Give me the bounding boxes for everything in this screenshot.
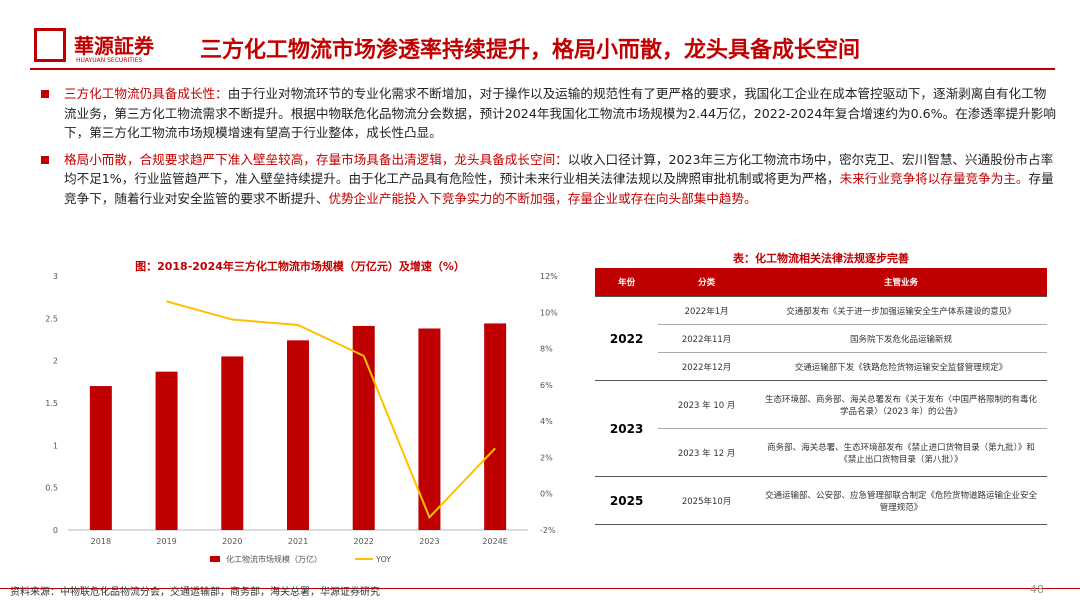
y-tick-label: 0: [53, 526, 58, 535]
table-row: 2025 2025年10月 交通运输部、公安部、应急管理部联合制定《危险货物道路运输…: [595, 476, 1047, 525]
y-tick-label: 3: [53, 272, 58, 281]
table-cell: 2022年11月: [658, 324, 755, 353]
x-tick-label: 2022: [354, 537, 374, 546]
table-cell: 2023 年 12 月: [658, 428, 755, 477]
bar: [352, 325, 375, 530]
emphasis-text: 格局小而散，合规要求趋严下准入壁垒较高，存量市场具备出清逻辑，龙头具备成长空间：: [64, 151, 568, 167]
table: 年份 分类 主管业务 2022 2022年1月 交通部发布《关于进一步加强运输安全生产体系…: [595, 268, 1047, 525]
y-tick-label: 1: [53, 441, 58, 450]
table-row: 2022年12月 交通运输部下发《铁路危险货物运输安全监督管理规定》: [595, 352, 1047, 381]
year-cell: 2022: [595, 296, 659, 381]
y2-tick-label: -2%: [540, 526, 556, 535]
legend-swatch: [210, 556, 220, 562]
table-cell: 生态环境部、商务部、海关总署发布《关于发布〈中国严格限制的有毒化学品名录〉（20…: [755, 380, 1047, 429]
header-cell: 分类: [658, 268, 755, 297]
bullet: 格局小而散，合规要求趋严下准入壁垒较高，存量市场具备出清逻辑，龙头具备成长空间：…: [38, 150, 1058, 209]
table-cell: 交通部发布《关于进一步加强运输安全生产体系建设的意见》: [755, 296, 1047, 325]
chart: 0 0.5 1 1.5 2 2.5 3 -2% 0% 2% 4% 6% 8% 10% 12% 2018 2019…: [45, 272, 558, 564]
table-row: 2023 2023 年 10 月生态环境部、商务部、海关总署发布《关于发布〈中国严…: [595, 380, 1047, 477]
x-tick-label: 2021: [288, 537, 308, 546]
table-row: 2023 年 12 月商务部、海关总署、生态环境部发布《禁止进口货物目录（第九批…: [595, 428, 1047, 477]
body-text: 以收入口径计算，2023年三方化工物流市场中，密尔克卫、宏川智慧、兴通股份市占率…: [64, 151, 1054, 187]
bar: [221, 356, 244, 530]
y-tick-label: 2: [53, 357, 58, 366]
emphasis-text: 未来行业竞争将以存量竞争为主。: [839, 171, 1029, 186]
bar: [89, 386, 112, 530]
bullets: 三方化工物流仍具备成长性：由于行业对物流环节的专业化需求不断增加，对于操作以及运…: [38, 84, 1058, 215]
rule: [30, 68, 1055, 70]
table-cell: 2025年10月: [658, 476, 755, 525]
table-cell: 商务部、海关总署、生态环境部发布《禁止进口货物目录（第九批）》和《禁止出口货物目…: [755, 428, 1047, 477]
logo-sub: HUAYUAN SECURITIES: [76, 57, 143, 64]
table-title: 表：化工物流相关法律法规逐步完善: [733, 252, 909, 265]
x-tick-label: 2019: [156, 537, 176, 546]
table-cell: 交通运输部、公安部、应急管理部联合制定《危险货物道路运输企业安全管理规范》: [755, 476, 1047, 525]
line: [166, 300, 496, 520]
table-row: 2022年11月 国务院下发危化品运输新规: [595, 324, 1047, 353]
chart-title: 图：2018-2024年三方化工物流市场规模（万亿元）及增速（%）: [135, 260, 465, 273]
table-row: 2022 2022年1月 交通部发布《关于进一步加强运输安全生产体系建设的意见》: [595, 296, 1047, 381]
y-tick-label: 1.5: [45, 399, 58, 408]
x-tick-label: 2023: [419, 537, 439, 546]
body-text: 存量竞争下，随着行业对安全监管的要求不断提升、: [64, 171, 1054, 206]
y2-tick-label: 6%: [540, 381, 553, 390]
x-tick-label: 2024E: [482, 537, 507, 546]
table-cell: 2023 年 10 月: [658, 380, 755, 429]
legend-label: 化工物流市场规模（万亿）: [226, 554, 322, 564]
header-cell: 主管业务: [755, 268, 1047, 297]
header-row: 年份 分类 主管业务: [595, 268, 1047, 297]
logo-icon: [34, 28, 66, 62]
x-tick-label: 2018: [91, 537, 111, 546]
emphasis-text: 三方化工物流仍具备成长性：: [64, 86, 228, 101]
y-tick-label: 0.5: [45, 484, 58, 493]
y2-tick-label: 12%: [540, 272, 558, 281]
bar: [155, 371, 178, 530]
year-cell: 2023: [595, 380, 659, 477]
table-cell: 2022年1月: [658, 296, 755, 325]
y2-tick-label: 10%: [540, 308, 558, 317]
x-tick-label: 2020: [222, 537, 242, 546]
table-cell: 2022年12月: [658, 352, 755, 381]
logo: 華源証券: [74, 34, 154, 58]
bar: [418, 328, 441, 530]
y2-tick-label: 4%: [540, 417, 553, 426]
y2-tick-label: 8%: [540, 345, 553, 354]
header-cell: 年份: [595, 268, 659, 297]
source: 资料来源：中物联危化品物流分会，交通运输部，商务部，海关总署，华源证券研究: [10, 587, 380, 598]
year-cell: 2025: [595, 476, 659, 525]
body-text: 由于行业对物流环节的专业化需求不断增加，对于操作以及运输的规范性有了更严格的要求…: [64, 86, 1056, 140]
page-number: 48: [1030, 583, 1044, 596]
emphasis-text: 优势企业产能投入下竞争实力的不断加强，存量企业或存在向头部集中趋势。: [328, 190, 757, 206]
bar: [484, 323, 507, 530]
y2-tick-label: 0%: [540, 490, 553, 499]
y2-tick-label: 2%: [540, 453, 553, 462]
table-cell: 国务院下发危化品运输新规: [755, 324, 1047, 353]
y-tick-label: 2.5: [45, 314, 58, 323]
legend-label: YOY: [375, 555, 391, 564]
table-cell: 交通运输部下发《铁路危险货物运输安全监督管理规定》: [755, 352, 1047, 381]
foot-rule: [0, 588, 1080, 589]
title: 三方化工物流市场渗透率持续提升，格局小而散，龙头具备成长空间: [200, 38, 861, 63]
bullet: 三方化工物流仍具备成长性：由于行业对物流环节的专业化需求不断增加，对于操作以及运…: [38, 84, 1058, 143]
bar: [287, 340, 309, 530]
